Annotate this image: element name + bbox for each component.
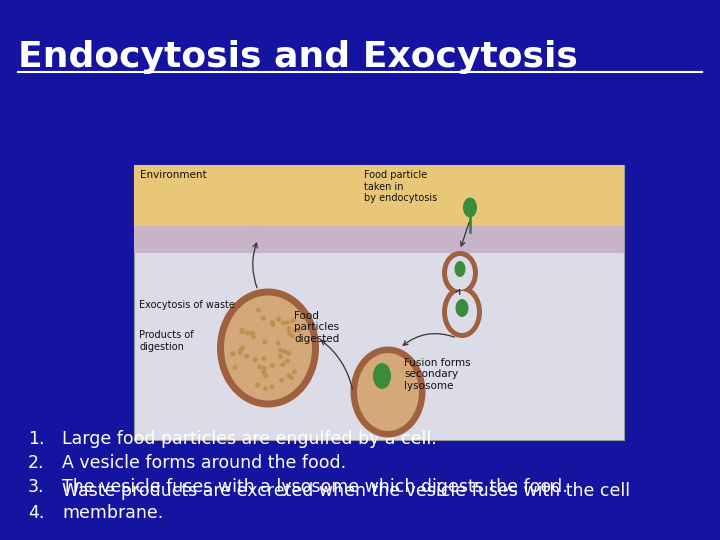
Circle shape [276,316,282,322]
Circle shape [257,364,262,369]
Ellipse shape [463,198,477,218]
Circle shape [278,348,283,353]
Text: Large food particles are engulfed by a cell.: Large food particles are engulfed by a c… [62,430,437,448]
Ellipse shape [217,288,319,408]
Circle shape [245,330,250,335]
Circle shape [276,341,281,346]
Circle shape [262,339,267,345]
Circle shape [270,320,275,325]
Circle shape [281,362,285,367]
Circle shape [261,356,266,361]
Circle shape [264,373,269,378]
Ellipse shape [220,226,296,247]
Circle shape [270,363,275,368]
Circle shape [230,351,235,356]
Ellipse shape [373,363,391,389]
Text: 4.: 4. [28,504,45,522]
Bar [134,165,624,226]
Text: Exocytosis of waste: Exocytosis of waste [139,300,235,310]
Circle shape [289,375,294,380]
Circle shape [256,307,261,313]
Circle shape [292,369,297,374]
Circle shape [287,331,292,336]
Circle shape [244,354,249,359]
Circle shape [263,386,268,391]
Circle shape [238,350,243,355]
Circle shape [240,329,245,334]
Circle shape [269,384,274,389]
Text: Environment: Environment [140,170,207,180]
Circle shape [253,357,258,362]
Ellipse shape [357,353,419,431]
Ellipse shape [442,251,478,295]
Circle shape [250,331,255,336]
Ellipse shape [456,299,469,317]
Circle shape [286,351,291,356]
Circle shape [296,328,301,333]
Circle shape [261,370,266,375]
Ellipse shape [447,291,477,333]
Circle shape [290,318,295,323]
Bar [134,165,624,440]
Circle shape [261,366,266,371]
Circle shape [278,354,283,359]
Circle shape [261,316,266,321]
Text: Fusion forms
secondary
lysosome: Fusion forms secondary lysosome [404,357,471,391]
Text: 1.: 1. [28,430,45,448]
Circle shape [292,328,297,333]
Ellipse shape [224,295,312,401]
Ellipse shape [448,232,472,260]
Circle shape [290,334,295,339]
Circle shape [240,328,245,333]
Circle shape [255,382,260,387]
Circle shape [238,348,243,353]
Circle shape [287,373,292,378]
Text: Products of
digestion: Products of digestion [139,330,194,352]
Text: Waste products are excreted when the vesicle fuses with the cell
membrane.: Waste products are excreted when the ves… [62,482,630,522]
Text: 2.: 2. [28,454,45,472]
Text: Food
particles
digested: Food particles digested [294,310,339,344]
Circle shape [285,320,290,325]
Ellipse shape [447,256,473,290]
Circle shape [287,326,292,331]
Circle shape [233,365,238,370]
Circle shape [240,346,246,350]
Text: 3.: 3. [28,478,45,496]
Circle shape [251,334,256,339]
Text: Endocytosis and Exocytosis: Endocytosis and Exocytosis [18,40,578,74]
Ellipse shape [454,261,466,277]
Bar [134,226,624,253]
Circle shape [271,322,275,327]
Ellipse shape [442,286,482,338]
Text: The vesicle fuses with a lysosome which digests the food.: The vesicle fuses with a lysosome which … [62,478,568,496]
Circle shape [279,377,284,383]
Ellipse shape [351,347,426,437]
Text: A vesicle forms around the food.: A vesicle forms around the food. [62,454,346,472]
Circle shape [282,349,287,354]
Circle shape [281,320,286,326]
Circle shape [285,359,290,363]
Text: Food particle
taken in
by endocytosis: Food particle taken in by endocytosis [364,170,437,203]
